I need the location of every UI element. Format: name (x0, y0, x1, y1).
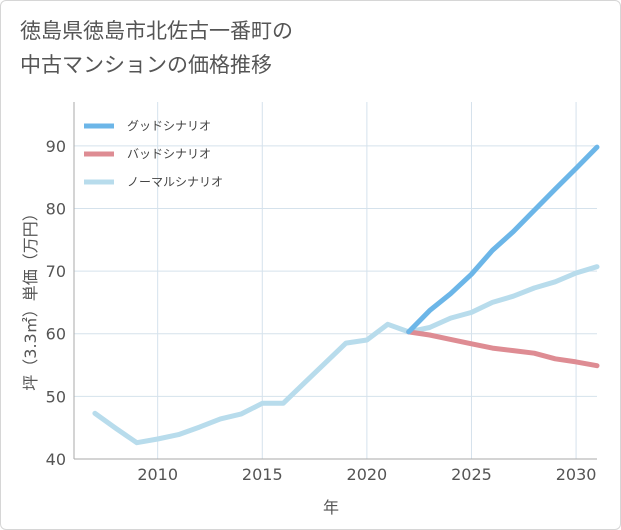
y-tick-label: 60 (46, 325, 66, 344)
grid (74, 102, 597, 460)
y-tick-label: 70 (46, 262, 66, 281)
legend-label-2: ノーマルシナリオ (127, 175, 223, 189)
series-line-1 (406, 329, 600, 369)
x-tick-label: 2010 (137, 465, 178, 484)
y-axis-label: 坪（3.3㎡）単価（万円） (21, 205, 40, 390)
series-line-2 (92, 264, 600, 446)
y-tick-label: 40 (46, 450, 66, 469)
x-axis-label: 年 (323, 498, 339, 517)
chart-title-line-1: 徳島県徳島市北佐古一番町の (20, 19, 293, 43)
axes: 2010 2015 2020 2025 2030 40 50 60 70 80 90 (46, 102, 597, 484)
x-tick-label: 2020 (347, 465, 388, 484)
x-tick-label: 2030 (556, 465, 597, 484)
legend-label-1: バッドシナリオ (127, 147, 211, 161)
chart-title-line-2: 中古マンションの価格推移 (20, 53, 272, 77)
legend-label-0: グッドシナリオ (127, 119, 211, 133)
y-tick-label: 90 (46, 137, 66, 156)
y-tick-label: 80 (46, 199, 66, 218)
chart-title: 徳島県徳島市北佐古一番町の 中古マンションの価格推移 (20, 14, 293, 82)
series-lines (92, 144, 600, 446)
x-tick-label: 2025 (451, 465, 492, 484)
series-line-0 (406, 144, 600, 335)
y-tick-label: 50 (46, 387, 66, 406)
x-tick-label: 2015 (242, 465, 283, 484)
